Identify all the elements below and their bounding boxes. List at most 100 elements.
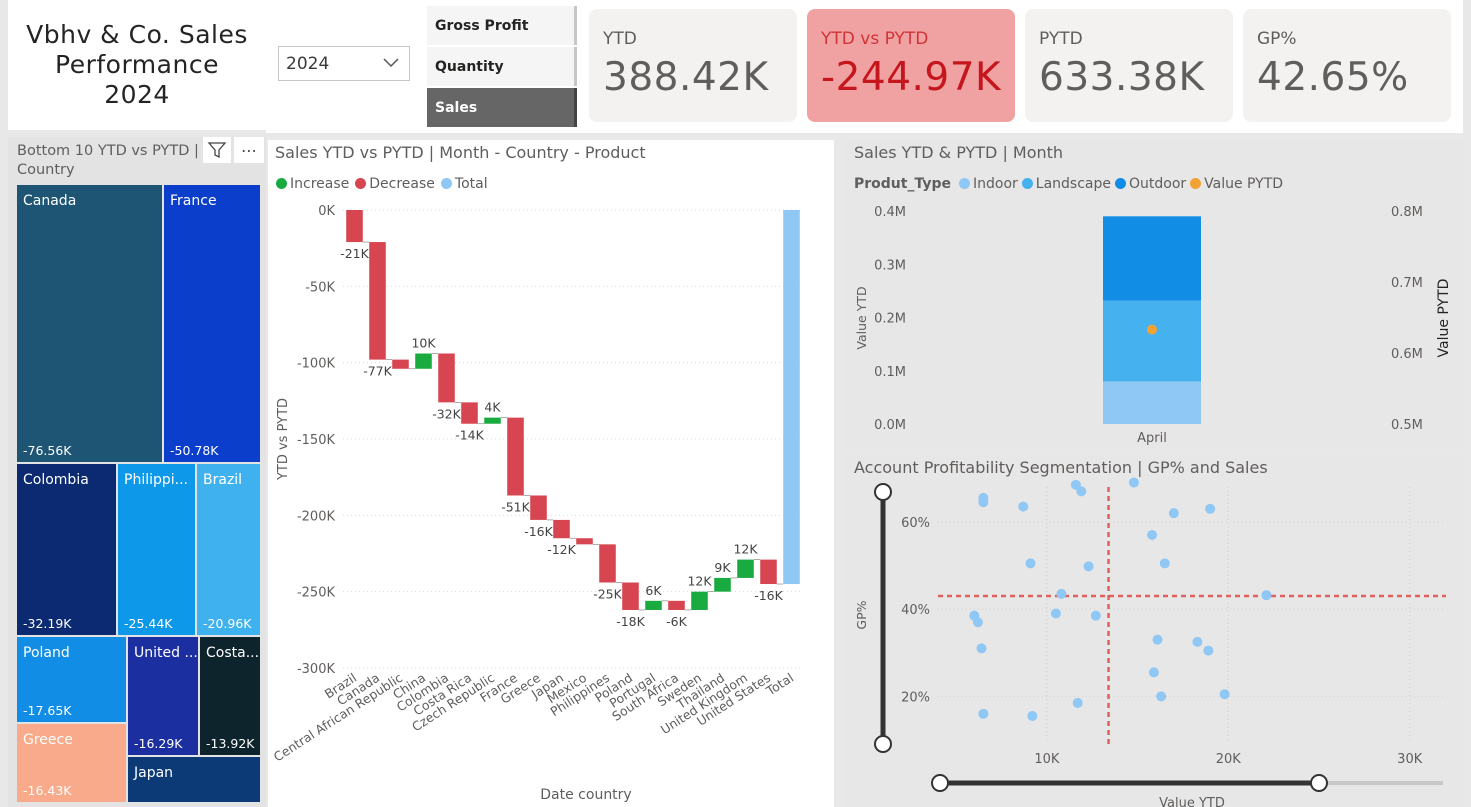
treemap-tile-japan[interactable]: Japan xyxy=(128,757,260,802)
waterfall-bar-mexico[interactable] xyxy=(576,538,593,545)
scatter-point[interactable] xyxy=(1192,636,1203,647)
value-pytd-marker[interactable] xyxy=(1147,324,1157,335)
waterfall-bar-philippines[interactable] xyxy=(599,544,616,583)
y-tick-label: 0.0M xyxy=(874,418,906,433)
scatter-point[interactable] xyxy=(1070,479,1081,490)
waterfall-bar-japan[interactable] xyxy=(553,519,570,539)
waterfall-bar-france[interactable] xyxy=(507,417,524,496)
waterfall-bar-central-african-republic[interactable] xyxy=(392,359,409,369)
treemap-tile-label: Japan xyxy=(134,765,174,781)
y-zoom-slider-handle-top[interactable] xyxy=(874,483,892,501)
scatter-chart[interactable]: 20% 40% 60% 10K 20K 30K GP% Value YTD xyxy=(846,455,1463,807)
kpi-pytd-label: PYTD xyxy=(1039,29,1083,49)
scatter-point[interactable] xyxy=(1219,689,1230,700)
kpi-gp-percent-label: GP% xyxy=(1257,29,1297,49)
scatter-point[interactable] xyxy=(978,497,989,508)
treemap-tile-greece[interactable]: Greece -16.43K xyxy=(17,724,126,802)
treemap-tile-canada[interactable]: Canada -76.56K xyxy=(17,185,162,462)
waterfall-bar-thailand[interactable] xyxy=(714,577,731,592)
scatter-point[interactable] xyxy=(1205,503,1216,514)
scatter-point[interactable] xyxy=(1018,501,1029,512)
scatter-point[interactable] xyxy=(1159,558,1170,569)
y-axis-title: GP% xyxy=(854,600,869,629)
waterfall-bar-colombia[interactable] xyxy=(438,353,455,403)
scatter-point[interactable] xyxy=(1027,711,1038,722)
treemap-tile-philippines[interactable]: Philippi... -25.44K xyxy=(118,464,195,635)
treemap-tile-poland[interactable]: Poland -17.65K xyxy=(17,637,126,722)
waterfall-chart[interactable]: 0K -50K -100K -150K -200K -250K -300K YTD vs PY… xyxy=(268,140,834,807)
waterfall-bar-poland[interactable] xyxy=(622,582,639,610)
waterfall-bar-south-africa[interactable] xyxy=(668,600,685,610)
legend-item-total[interactable]: Total xyxy=(440,176,488,192)
legend-item-outdoor[interactable]: Outdoor xyxy=(1115,176,1186,192)
scatter-point[interactable] xyxy=(1152,634,1163,645)
treemap-tile-colombia[interactable]: Colombia -32.19K xyxy=(17,464,116,635)
waterfall-bar-united-states[interactable] xyxy=(760,559,777,585)
x-zoom-slider-handle-left[interactable] xyxy=(931,774,949,792)
waterfall-bar-greece[interactable] xyxy=(530,495,547,520)
scatter-point[interactable] xyxy=(1168,508,1179,519)
treemap-tile-costa-rica[interactable]: Costa... -13.92K xyxy=(200,637,260,755)
scatter-point[interactable] xyxy=(1083,561,1094,572)
year-slicer[interactable]: 2024 xyxy=(278,46,410,81)
legend-item-value-pytd[interactable]: Value PYTD xyxy=(1190,176,1283,192)
treemap-tile-united[interactable]: United ... -16.29K xyxy=(128,637,198,755)
scatter-point[interactable] xyxy=(978,708,989,719)
scatter-point[interactable] xyxy=(1148,667,1159,678)
combo-bar-outdoor[interactable] xyxy=(1103,216,1201,301)
y-tick-label: -300K xyxy=(297,662,336,677)
gross-profit-button-label: Gross Profit xyxy=(435,17,529,34)
kpi-ytd-label: YTD xyxy=(603,29,637,49)
legend-label-increase: Increase xyxy=(290,176,350,192)
legend-item-increase[interactable]: Increase xyxy=(276,176,349,192)
combo-bar-indoor[interactable] xyxy=(1103,381,1201,424)
scatter-point[interactable] xyxy=(1072,697,1083,708)
waterfall-bar-portugal[interactable] xyxy=(645,600,662,610)
scatter-point[interactable] xyxy=(1050,608,1061,619)
legend-item-indoor[interactable]: Indoor xyxy=(959,176,1018,192)
waterfall-data-label: -21K xyxy=(340,246,369,261)
treemap-tile-france[interactable]: France -50.78K xyxy=(164,185,260,462)
scatter-point[interactable] xyxy=(1156,691,1167,702)
waterfall-data-label: -51K xyxy=(501,499,530,514)
waterfall-data-label: -12K xyxy=(547,542,576,557)
waterfall-bar-czech-republic[interactable] xyxy=(484,417,501,424)
filter-button[interactable] xyxy=(203,137,231,163)
scatter-point[interactable] xyxy=(1056,588,1067,599)
scatter-point[interactable] xyxy=(1128,477,1139,488)
x-axis-title: Date country xyxy=(540,787,631,803)
waterfall-bar-brazil[interactable] xyxy=(346,210,363,243)
scatter-point[interactable] xyxy=(976,643,987,654)
scatter-point[interactable] xyxy=(1025,558,1036,569)
waterfall-data-label: 12K xyxy=(733,542,758,557)
combo-bar-landscape[interactable] xyxy=(1103,300,1201,382)
sales-button[interactable]: Sales xyxy=(427,88,577,127)
waterfall-bar-united-kingdom[interactable] xyxy=(737,559,754,578)
waterfall-bar-canada[interactable] xyxy=(369,242,386,360)
scatter-point[interactable] xyxy=(1203,645,1214,656)
legend-item-decrease[interactable]: Decrease xyxy=(355,176,435,192)
gross-profit-button[interactable]: Gross Profit xyxy=(427,6,577,45)
scatter-point[interactable] xyxy=(1076,486,1087,497)
filter-icon xyxy=(207,142,227,159)
quantity-button[interactable]: Quantity xyxy=(427,47,577,86)
waterfall-bar-total[interactable] xyxy=(783,210,800,585)
more-options-button[interactable]: ⋯ xyxy=(234,137,264,163)
waterfall-bar-costa-rica[interactable] xyxy=(461,402,478,424)
scatter-point[interactable] xyxy=(1090,610,1101,621)
treemap-tile-value: -76.56K xyxy=(23,443,72,458)
y-zoom-slider-handle-bottom[interactable] xyxy=(874,735,892,753)
combo-chart[interactable]: 0.0M 0.1M 0.2M 0.3M 0.4M 0.5M 0.6M 0.7M 0.8M Valu… xyxy=(846,140,1463,450)
y2-tick-label: 0.7M xyxy=(1391,276,1423,291)
waterfall-bar-china[interactable] xyxy=(415,353,432,369)
treemap-tile-label: United ... xyxy=(134,645,198,661)
legend-label-outdoor: Outdoor xyxy=(1129,176,1187,192)
waterfall-data-label: -32K xyxy=(432,406,461,421)
legend-item-landscape[interactable]: Landscape xyxy=(1021,176,1111,192)
scatter-point[interactable] xyxy=(1261,590,1272,601)
scatter-point[interactable] xyxy=(1147,529,1158,540)
waterfall-bar-sweden[interactable] xyxy=(691,591,708,610)
x-zoom-slider-handle-right[interactable] xyxy=(1310,774,1328,792)
scatter-point[interactable] xyxy=(972,617,983,628)
treemap-tile-brazil[interactable]: Brazil -20.96K xyxy=(197,464,260,635)
